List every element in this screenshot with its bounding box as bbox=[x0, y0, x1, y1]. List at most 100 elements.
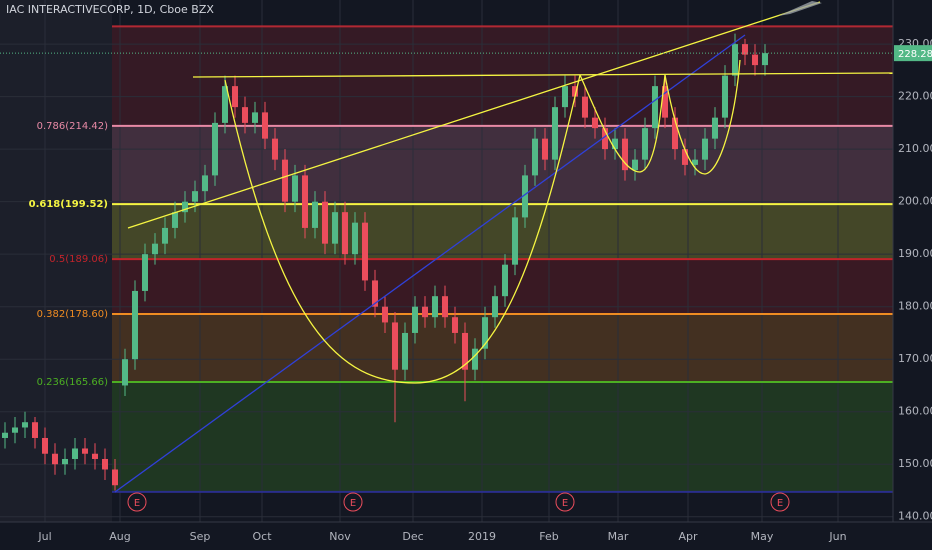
cup-curve bbox=[579, 74, 666, 173]
candle-body bbox=[522, 175, 528, 218]
fib-label: 0.236(165.66) bbox=[37, 377, 109, 388]
y-tick-label: 210.00 bbox=[898, 142, 932, 155]
candle-body bbox=[602, 128, 608, 150]
x-tick-label: Oct bbox=[252, 530, 272, 543]
candle-body bbox=[122, 359, 128, 386]
candle-body bbox=[212, 122, 218, 176]
fib-band bbox=[112, 381, 893, 492]
candle-body bbox=[762, 53, 768, 66]
y-tick-label: 200.00 bbox=[898, 195, 932, 208]
candle-body bbox=[372, 280, 378, 307]
candle-body bbox=[532, 138, 538, 176]
candle-body bbox=[102, 458, 108, 470]
candles bbox=[2, 33, 768, 491]
candle-body bbox=[242, 107, 248, 123]
earnings-label: E bbox=[777, 498, 783, 509]
earnings-marker bbox=[127, 492, 147, 512]
candle-body bbox=[462, 332, 468, 370]
candle-body bbox=[172, 212, 178, 228]
candle-body bbox=[632, 159, 638, 171]
candle-body bbox=[382, 306, 388, 323]
candle-body bbox=[192, 191, 198, 202]
candle-body bbox=[332, 212, 338, 244]
candle-body bbox=[302, 175, 308, 228]
candle-body bbox=[392, 322, 398, 370]
candle-body bbox=[202, 175, 208, 192]
x-tick-label: Apr bbox=[678, 530, 698, 543]
fib-band bbox=[112, 125, 893, 205]
y-tick-label: 150.00 bbox=[898, 457, 932, 470]
x-tick-label: Sep bbox=[190, 530, 211, 543]
cup-curve bbox=[664, 59, 741, 175]
candle-body bbox=[562, 86, 568, 108]
earnings-label: E bbox=[134, 498, 140, 509]
candle-body bbox=[722, 75, 728, 118]
y-tick-label: 160.00 bbox=[898, 405, 932, 418]
y-tick-label: 170.00 bbox=[898, 352, 932, 365]
drawings bbox=[114, 1, 894, 493]
y-tick-label: 190.00 bbox=[898, 247, 932, 260]
chart-title: IAC INTERACTIVECORP, 1D, Cboe BZX bbox=[6, 3, 214, 16]
candle-body bbox=[362, 222, 368, 281]
candle-body bbox=[22, 422, 28, 428]
fib-label: 0.618(199.52) bbox=[29, 199, 108, 210]
candle-body bbox=[342, 212, 348, 255]
x-tick-label: Aug bbox=[109, 530, 130, 543]
fib-bands bbox=[0, 0, 893, 522]
candle-body bbox=[12, 427, 18, 433]
candle-body bbox=[492, 296, 498, 318]
fib-levels: 0.786(214.42) 0.618(199.52) 0.5(189.06) 0.3… bbox=[29, 25, 893, 493]
trend-line bbox=[114, 34, 746, 493]
candle-body bbox=[732, 44, 738, 76]
candle-body bbox=[92, 453, 98, 459]
fib-label: 0.382(178.60) bbox=[37, 309, 109, 320]
pre-fib-shade bbox=[0, 0, 112, 522]
candle-body bbox=[452, 317, 458, 333]
candle-body bbox=[42, 437, 48, 454]
last-price-label: 228.28 bbox=[898, 49, 932, 60]
x-tick-label: Nov bbox=[329, 530, 351, 543]
candle-body bbox=[582, 96, 588, 118]
x-tick-label: Dec bbox=[402, 530, 423, 543]
x-tick-label: Feb bbox=[539, 530, 558, 543]
candle-body bbox=[32, 422, 38, 438]
x-tick-label: Mar bbox=[608, 530, 629, 543]
earnings-label: E bbox=[562, 498, 568, 509]
candle-body bbox=[712, 117, 718, 139]
x-tick-label: May bbox=[751, 530, 774, 543]
candle-body bbox=[652, 86, 658, 129]
candle-body bbox=[252, 112, 258, 123]
y-tick-label: 180.00 bbox=[898, 300, 932, 313]
candle-body bbox=[292, 175, 298, 202]
candle-body bbox=[502, 264, 508, 297]
candle-body bbox=[702, 138, 708, 160]
candle-body bbox=[742, 44, 748, 55]
candle-body bbox=[262, 112, 268, 139]
trend-line bbox=[127, 1, 821, 229]
candle-body bbox=[672, 117, 678, 150]
axes: 140.00 150.00 160.00 170.00 180.00 190.00 200.… bbox=[0, 37, 932, 543]
y-tick-label: 140.00 bbox=[898, 510, 932, 523]
fib-band bbox=[112, 204, 893, 260]
candle-body bbox=[682, 149, 688, 165]
candle-body bbox=[472, 348, 478, 370]
candle-body bbox=[272, 138, 278, 160]
candle-body bbox=[312, 201, 318, 228]
candle-body bbox=[422, 306, 428, 318]
candle-body bbox=[402, 332, 408, 370]
candle-body bbox=[282, 159, 288, 202]
candle-body bbox=[552, 107, 558, 160]
candle-body bbox=[142, 254, 148, 291]
candle-body bbox=[692, 159, 698, 165]
earnings-label: E bbox=[350, 498, 356, 509]
candle-body bbox=[482, 317, 488, 349]
earnings-marker bbox=[770, 492, 790, 512]
candle-body bbox=[152, 243, 158, 255]
candle-body bbox=[222, 86, 228, 123]
candle-body bbox=[512, 217, 518, 265]
fib-band bbox=[112, 314, 893, 382]
cup-curve bbox=[224, 74, 581, 384]
candle-body bbox=[612, 138, 618, 150]
